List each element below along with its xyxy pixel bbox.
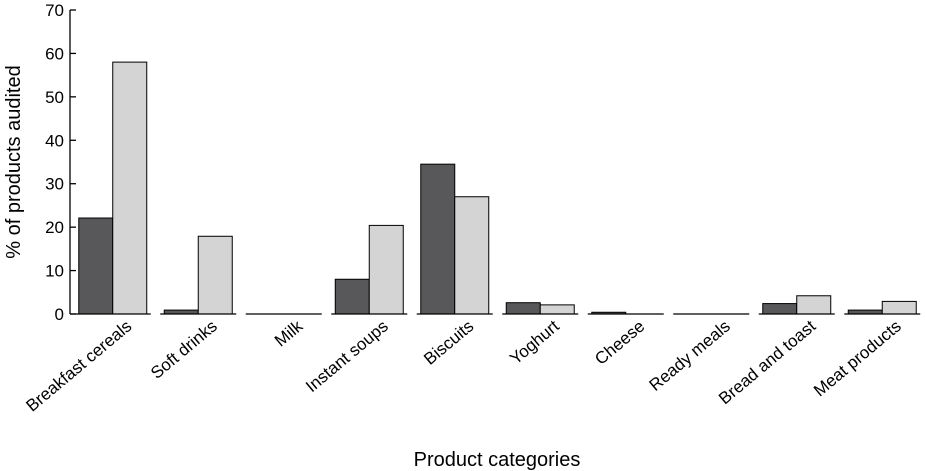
x-tick-label: Milk	[271, 316, 307, 350]
y-tick-label: 10	[45, 262, 64, 281]
y-tick-label: 30	[45, 175, 64, 194]
bar-dark-bread-and-toast	[762, 303, 798, 315]
bar-dark-yoghurt	[505, 302, 541, 315]
y-tick-label: 20	[45, 218, 64, 237]
bar-light-biscuits	[454, 196, 490, 315]
x-axis-title: Product categories	[414, 449, 581, 471]
x-tick-label: Cheese	[591, 317, 648, 369]
y-tick-label: 40	[45, 131, 64, 150]
y-axis-title: % of products audited	[3, 65, 25, 258]
y-tick-label: 60	[45, 44, 64, 63]
bars-layer	[78, 61, 917, 315]
y-axis: 0 10 20 30 40 50 60 70	[45, 1, 76, 324]
x-tick-label: Ready meals	[646, 317, 734, 395]
bar-dark-instant-soups	[334, 278, 370, 315]
y-tick-label: 70	[45, 1, 64, 20]
bar-light-yoghurt	[539, 304, 575, 315]
bar-dark-biscuits	[420, 163, 456, 315]
bar-light-bread-and-toast	[796, 295, 832, 315]
x-tick-label: Biscuits	[420, 317, 477, 369]
y-tick-label: 50	[45, 88, 64, 107]
x-tick-label: Breakfast cereals	[22, 317, 135, 416]
bar-light-breakfast-cereals	[112, 61, 148, 315]
x-tick-label: Instant soups	[302, 317, 392, 397]
x-tick-label: Soft drinks	[147, 317, 221, 383]
bar-light-soft-drinks	[197, 235, 233, 315]
bar-light-meat-products	[881, 300, 917, 315]
bar-dark-breakfast-cereals	[78, 217, 114, 315]
x-axis: Breakfast cereals Soft drinks MilkInstant …	[22, 313, 921, 416]
bar-light-instant-soups	[368, 224, 404, 315]
y-tick-label: 0	[55, 305, 64, 324]
x-tick-label: Yoghurt	[506, 316, 563, 368]
x-tick-label: Meat products	[810, 317, 905, 401]
